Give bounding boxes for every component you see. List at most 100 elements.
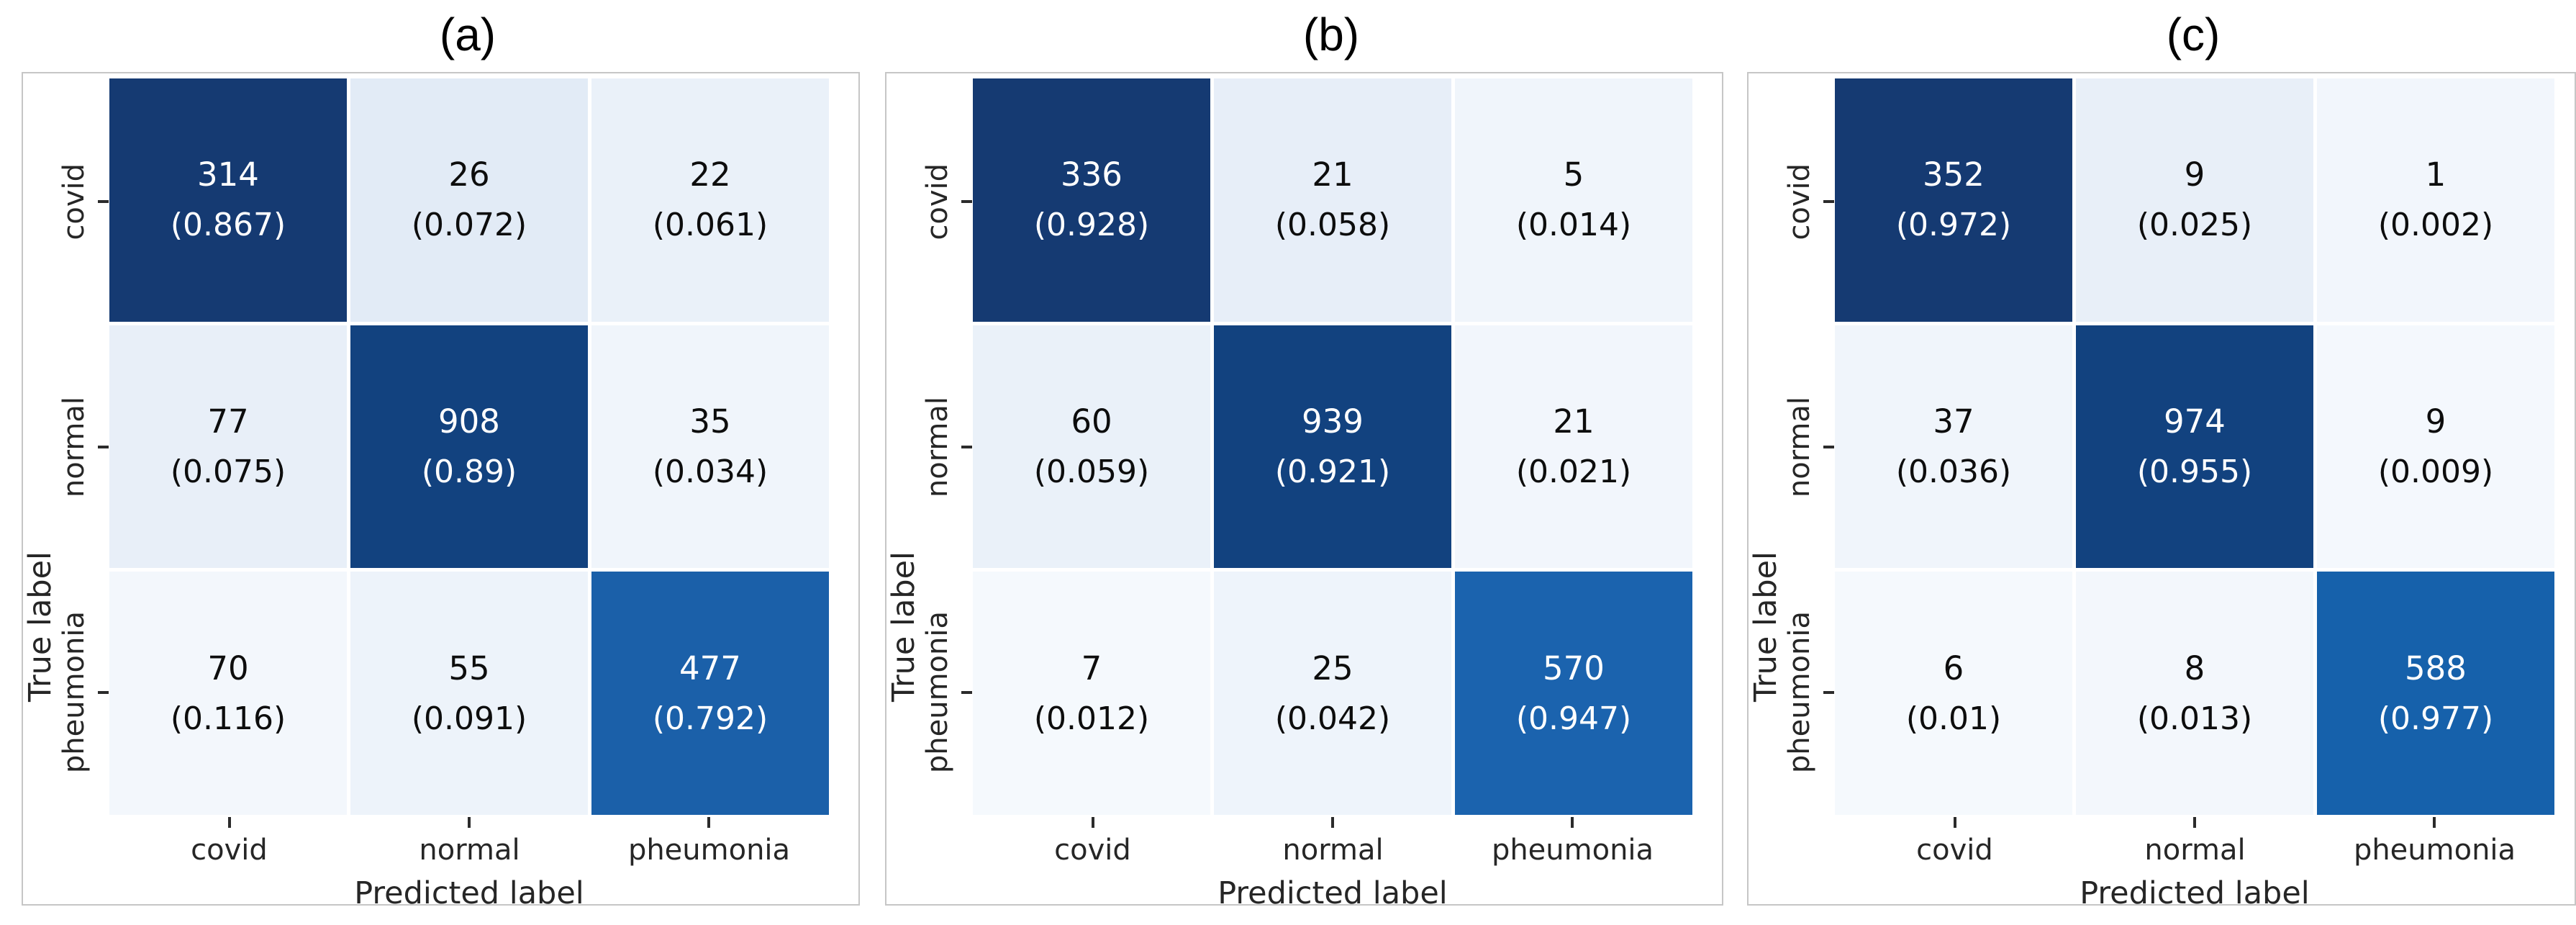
y-tick-label-covid: covid	[921, 163, 954, 240]
x-tick-mark	[1092, 817, 1094, 828]
cell-count: 21	[1312, 155, 1353, 194]
x-tick-label-covid: covid	[1916, 834, 1993, 867]
cell-b-pheumonia-covid: 7 (0.012)	[973, 572, 1210, 815]
cell-proportion: (0.972)	[1895, 207, 2012, 244]
y-tick-label-normal: normal	[1783, 396, 1816, 498]
x-tick-mark	[1571, 817, 1574, 828]
cell-proportion: (0.947)	[1515, 700, 1632, 737]
cell-count: 336	[1061, 155, 1123, 194]
cell-b-normal-normal: 939 (0.921)	[1214, 325, 1451, 569]
cell-count: 22	[689, 155, 731, 194]
cell-b-covid-normal: 21 (0.058)	[1214, 78, 1451, 322]
panel-a-frame: True label covid normal pheumonia 314 (0…	[22, 72, 860, 911]
x-tick-mark	[2433, 817, 2436, 828]
cell-count: 9	[2184, 155, 2205, 194]
cell-proportion: (0.116)	[170, 700, 286, 737]
x-axis-label: Predicted label	[354, 875, 584, 911]
cell-count: 55	[448, 649, 490, 687]
y-axis-label: True label	[22, 482, 58, 770]
cell-proportion: (0.034)	[652, 453, 768, 490]
cell-c-normal-pheumonia: 9 (0.009)	[2317, 325, 2554, 569]
cell-proportion: (0.072)	[411, 207, 527, 244]
panel-a: (a) True label covid normal pheumonia 31…	[22, 0, 860, 925]
cell-proportion: (0.042)	[1274, 700, 1391, 737]
x-tick-label-normal: normal	[1282, 834, 1384, 867]
cell-count: 21	[1553, 402, 1595, 441]
panel-c: (c) True label covid normal pheumonia 35…	[1747, 0, 2576, 925]
cell-proportion: (0.01)	[1905, 700, 2002, 737]
y-tick-mark	[98, 446, 109, 448]
panel-b-frame: True label covid normal pheumonia 336 (0…	[885, 72, 1723, 911]
cell-count: 70	[207, 649, 249, 687]
cell-proportion: (0.867)	[170, 207, 286, 244]
cell-proportion: (0.025)	[2136, 207, 2253, 244]
y-tick-mark	[1823, 446, 1834, 448]
x-tick-label-covid: covid	[1054, 834, 1131, 867]
cell-proportion: (0.002)	[2377, 207, 2494, 244]
cell-proportion: (0.955)	[2136, 453, 2253, 490]
cell-b-covid-covid: 336 (0.928)	[973, 78, 1210, 322]
x-tick-label-pheumonia: pheumonia	[627, 834, 791, 867]
y-tick-mark	[961, 200, 972, 203]
cell-proportion: (0.013)	[2136, 700, 2253, 737]
panel-c-title: (c)	[2166, 9, 2221, 60]
y-tick-label-pheumonia: pheumonia	[1783, 611, 1816, 774]
cell-count: 25	[1312, 649, 1353, 687]
cell-a-pheumonia-pheumonia: 477 (0.792)	[591, 572, 829, 815]
cell-proportion: (0.014)	[1515, 207, 1632, 244]
cell-count: 908	[438, 402, 500, 441]
cell-a-covid-normal: 26 (0.072)	[350, 78, 588, 322]
y-tick-label-normal: normal	[921, 396, 954, 498]
y-tick-label-pheumonia: pheumonia	[58, 611, 91, 774]
cell-count: 314	[197, 155, 259, 194]
y-tick-mark	[98, 691, 109, 694]
y-axis-label-text: True label	[22, 551, 58, 702]
x-axis-label: Predicted label	[2080, 875, 2310, 911]
cell-b-normal-pheumonia: 21 (0.021)	[1455, 325, 1692, 569]
cell-b-covid-pheumonia: 5 (0.014)	[1455, 78, 1692, 322]
cell-c-pheumonia-covid: 6 (0.01)	[1835, 572, 2072, 815]
heatmap-c: 352 (0.972) 9 (0.025) 1 (0.002) 37 (0.03…	[1835, 78, 2554, 815]
x-tick-label-normal: normal	[2144, 834, 2246, 867]
cell-c-normal-normal: 974 (0.955)	[2076, 325, 2313, 569]
panel-b-title: (b)	[1302, 9, 1360, 60]
cell-count: 60	[1071, 402, 1112, 441]
cell-proportion: (0.792)	[652, 700, 768, 737]
y-axis-label: True label	[886, 482, 922, 770]
cell-c-normal-covid: 37 (0.036)	[1835, 325, 2072, 569]
cell-count: 7	[1081, 649, 1102, 687]
cell-b-normal-covid: 60 (0.059)	[973, 325, 1210, 569]
cell-proportion: (0.061)	[652, 207, 768, 244]
y-tick-label-normal: normal	[58, 396, 91, 498]
y-tick-mark	[98, 200, 109, 203]
cell-proportion: (0.921)	[1274, 453, 1391, 490]
x-tick-mark	[468, 817, 471, 828]
cell-proportion: (0.928)	[1033, 207, 1150, 244]
cell-count: 9	[2425, 402, 2446, 441]
cell-proportion: (0.021)	[1515, 453, 1632, 490]
y-tick-label-covid: covid	[58, 163, 91, 240]
y-axis-label: True label	[1748, 482, 1784, 770]
cell-count: 588	[2405, 649, 2467, 687]
cell-count: 6	[1943, 649, 1964, 687]
cell-b-pheumonia-normal: 25 (0.042)	[1214, 572, 1451, 815]
cell-proportion: (0.058)	[1274, 207, 1391, 244]
cell-proportion: (0.075)	[170, 453, 286, 490]
cell-count: 974	[2164, 402, 2226, 441]
y-tick-mark	[961, 691, 972, 694]
y-tick-mark	[961, 446, 972, 448]
cell-proportion: (0.977)	[2377, 700, 2494, 737]
cell-c-pheumonia-pheumonia: 588 (0.977)	[2317, 572, 2554, 815]
x-tick-label-covid: covid	[191, 834, 268, 867]
heatmap-b: 336 (0.928) 21 (0.058) 5 (0.014) 60 (0.0…	[973, 78, 1692, 815]
x-tick-mark	[1331, 817, 1334, 828]
x-tick-label-pheumonia: pheumonia	[2353, 834, 2516, 867]
cell-b-pheumonia-pheumonia: 570 (0.947)	[1455, 572, 1692, 815]
cell-count: 1	[2425, 155, 2446, 194]
cell-proportion: (0.036)	[1895, 453, 2012, 490]
cell-a-pheumonia-normal: 55 (0.091)	[350, 572, 588, 815]
y-tick-mark	[1823, 691, 1834, 694]
cell-a-pheumonia-covid: 70 (0.116)	[109, 572, 347, 815]
cell-c-covid-normal: 9 (0.025)	[2076, 78, 2313, 322]
cell-proportion: (0.009)	[2377, 453, 2494, 490]
